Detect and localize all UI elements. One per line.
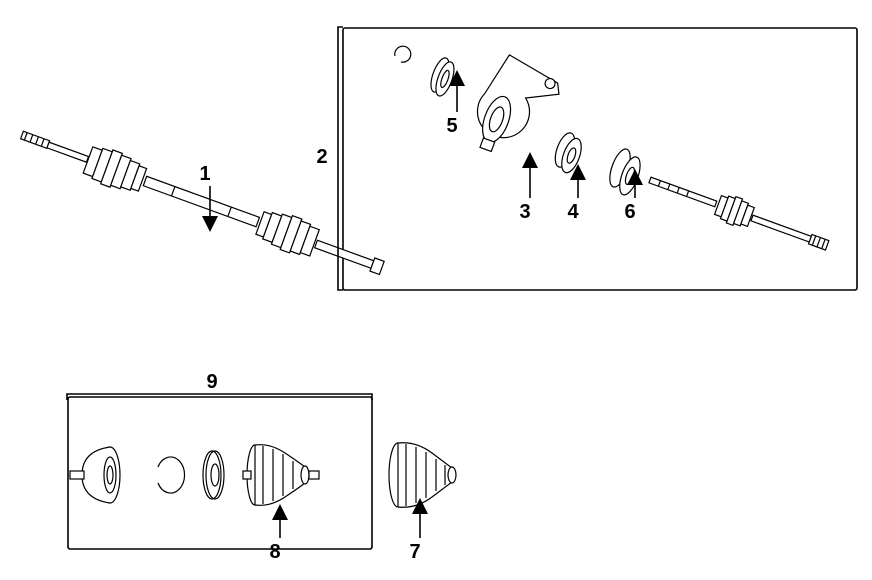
label-4: 4 (567, 201, 579, 223)
label-9: 9 (206, 371, 217, 393)
outer-boot (389, 443, 456, 508)
label-8: 8 (269, 541, 280, 563)
inner-joint-kit (70, 445, 319, 506)
label-7: 7 (409, 541, 420, 563)
axle-assembly-left (21, 131, 385, 274)
callouts (67, 27, 635, 538)
intermediate-shaft-assembly (395, 46, 829, 250)
label-1: 1 (199, 163, 210, 185)
label-5: 5 (446, 115, 457, 137)
label-3: 3 (519, 201, 530, 223)
frame-top-right (343, 28, 857, 290)
label-2: 2 (316, 146, 327, 168)
label-6: 6 (624, 201, 635, 223)
